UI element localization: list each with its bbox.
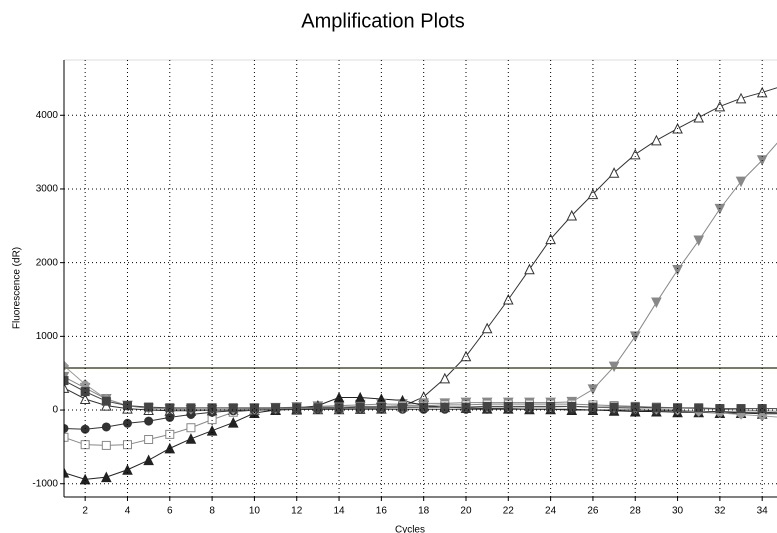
marker xyxy=(333,391,345,403)
marker xyxy=(693,235,705,247)
marker xyxy=(566,209,578,221)
marker xyxy=(651,134,662,146)
marker xyxy=(736,404,746,414)
plot-area xyxy=(64,86,777,485)
marker xyxy=(101,471,112,483)
x-tick-label: 6 xyxy=(167,506,173,517)
marker xyxy=(165,429,175,439)
marker xyxy=(186,423,196,433)
y-axis-label: Fluorescence (dR) xyxy=(12,247,23,329)
marker xyxy=(503,401,513,411)
marker xyxy=(587,188,599,200)
marker xyxy=(144,402,154,412)
marker xyxy=(545,233,556,245)
marker xyxy=(292,403,302,413)
y-tick-label: 3000 xyxy=(36,184,59,195)
x-tick-label: 32 xyxy=(714,506,726,517)
x-tick-label: 16 xyxy=(376,506,388,517)
marker xyxy=(673,403,683,413)
chart-title: Amplification Plots xyxy=(301,10,464,32)
y-tick-label: 4000 xyxy=(36,110,59,121)
y-tick-label: -1000 xyxy=(32,478,58,489)
marker xyxy=(629,148,641,160)
x-tick-label: 2 xyxy=(82,506,88,517)
marker xyxy=(122,418,132,428)
marker xyxy=(144,416,154,426)
marker xyxy=(227,416,239,428)
marker xyxy=(101,440,111,450)
marker xyxy=(546,401,556,411)
x-tick-label: 14 xyxy=(333,506,345,517)
marker xyxy=(80,387,90,397)
marker xyxy=(461,402,471,412)
marker xyxy=(355,402,365,412)
marker xyxy=(64,432,69,442)
marker xyxy=(313,403,323,413)
x-tick-label: 4 xyxy=(125,506,131,517)
x-tick-label: 8 xyxy=(209,506,215,517)
x-tick-label: 18 xyxy=(418,506,430,517)
marker xyxy=(64,467,70,478)
marker xyxy=(64,376,69,386)
x-tick-label: 30 xyxy=(672,506,684,517)
marker xyxy=(608,167,620,178)
marker xyxy=(64,382,70,393)
marker xyxy=(630,402,640,412)
marker xyxy=(524,263,535,275)
marker xyxy=(80,424,90,434)
x-tick-label: 24 xyxy=(545,506,557,517)
series-line xyxy=(64,87,777,412)
marker xyxy=(122,401,132,411)
marker xyxy=(271,403,281,413)
marker xyxy=(79,393,91,404)
marker xyxy=(376,402,386,412)
x-tick-label: 10 xyxy=(249,506,261,517)
marker xyxy=(144,435,154,445)
marker xyxy=(588,402,598,412)
marker xyxy=(694,403,704,413)
marker xyxy=(398,402,408,412)
marker xyxy=(608,361,620,373)
marker xyxy=(419,402,429,412)
marker xyxy=(249,403,259,413)
marker xyxy=(228,403,238,413)
marker xyxy=(165,403,175,413)
marker xyxy=(79,473,91,485)
marker xyxy=(693,111,705,123)
marker xyxy=(186,403,196,413)
marker xyxy=(439,372,451,384)
marker xyxy=(735,176,747,188)
marker xyxy=(567,401,577,411)
marker xyxy=(122,464,133,475)
marker xyxy=(206,425,218,436)
marker xyxy=(440,402,450,412)
marker xyxy=(101,422,111,432)
marker xyxy=(64,423,69,433)
y-tick-label: 2000 xyxy=(36,257,59,268)
marker xyxy=(482,401,492,411)
marker xyxy=(714,100,726,112)
x-tick-label: 12 xyxy=(291,506,303,517)
marker xyxy=(143,454,154,466)
x-tick-label: 20 xyxy=(460,506,472,517)
marker xyxy=(651,297,662,309)
marker xyxy=(207,403,217,413)
x-tick-label: 26 xyxy=(587,506,599,517)
marker xyxy=(609,402,619,412)
y-tick-label: 1000 xyxy=(36,331,59,342)
marker xyxy=(101,396,111,406)
marker xyxy=(672,265,683,276)
marker xyxy=(185,433,197,444)
marker xyxy=(735,92,747,104)
y-tick-label: 0 xyxy=(52,405,58,416)
marker xyxy=(524,401,534,411)
x-tick-label: 28 xyxy=(630,506,642,517)
marker xyxy=(481,322,493,334)
x-tick-label: 34 xyxy=(757,506,769,517)
x-axis-label: Cycles xyxy=(395,525,425,533)
marker xyxy=(651,403,661,413)
marker xyxy=(334,403,344,413)
x-tick-label: 22 xyxy=(503,506,515,517)
